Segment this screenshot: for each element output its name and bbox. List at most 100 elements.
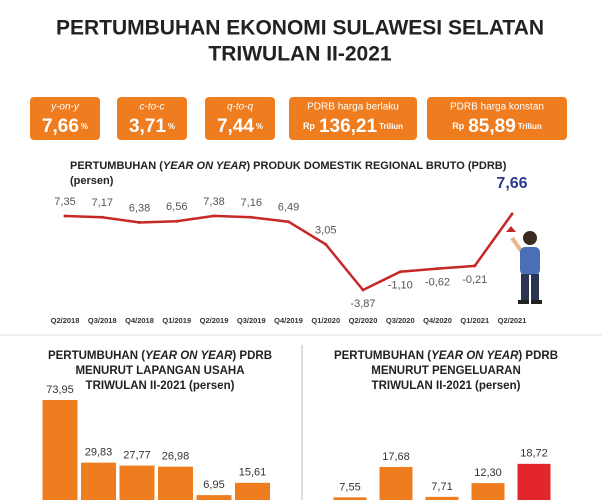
bar bbox=[235, 482, 270, 500]
x-tick-label: Q3/2020 bbox=[386, 316, 415, 325]
point bbox=[398, 270, 402, 274]
point bbox=[212, 214, 216, 218]
bar bbox=[425, 496, 459, 500]
stat-box bbox=[427, 97, 567, 140]
stat-number: 7,44 bbox=[217, 116, 254, 137]
data-label: 73,95 bbox=[46, 384, 74, 396]
data-label: -3,87 bbox=[350, 298, 375, 310]
chart-title: PERTUMBUHAN (YEAR ON YEAR) PRODUK DOMEST… bbox=[70, 160, 507, 172]
point bbox=[175, 219, 179, 223]
point bbox=[138, 220, 141, 224]
title-part: ) PRODUK DOMESTIK REGIONAL BRUTO (PDRB) bbox=[246, 160, 506, 172]
stat-unit: Triliun bbox=[379, 122, 403, 131]
data-label: -1,10 bbox=[388, 280, 413, 292]
data-label: 26,98 bbox=[162, 451, 190, 463]
point bbox=[436, 267, 439, 271]
stat-value: Rp 85,89 Triliun bbox=[452, 116, 542, 137]
data-label: 6,49 bbox=[278, 202, 299, 214]
point bbox=[324, 242, 328, 246]
x-tick-label: Q1/2019 bbox=[162, 316, 191, 325]
data-label: 7,17 bbox=[92, 197, 113, 209]
stat-number: 3,71 bbox=[129, 116, 166, 137]
data-label: -0,62 bbox=[425, 276, 450, 288]
data-label: 3,05 bbox=[315, 224, 336, 236]
stat-number: 85,89 bbox=[468, 116, 516, 137]
chart-title: TRIWULAN II-2021 (persen) bbox=[372, 380, 521, 392]
main-title: PERTUMBUHAN EKONOMI SULAWESI SELATAN bbox=[56, 17, 544, 40]
stat-label: PDRB harga berlaku bbox=[307, 102, 399, 113]
stat-prefix: Rp bbox=[303, 121, 315, 131]
title-part: ) PDRB bbox=[232, 350, 272, 362]
bar bbox=[379, 466, 413, 500]
bar bbox=[158, 466, 193, 500]
data-label: 27,77 bbox=[123, 449, 151, 461]
data-label: 7,71 bbox=[431, 481, 452, 493]
stat-box bbox=[30, 97, 100, 140]
x-tick-label: Q2/2021 bbox=[498, 316, 527, 325]
x-tick-label: Q1/2021 bbox=[460, 316, 489, 325]
stat-number: 136,21 bbox=[319, 116, 378, 137]
stat-label: PDRB harga konstan bbox=[450, 102, 544, 113]
data-label: 7,35 bbox=[54, 196, 75, 208]
point bbox=[473, 264, 477, 268]
data-label: 6,56 bbox=[166, 201, 187, 213]
x-tick-label: Q4/2018 bbox=[125, 316, 154, 325]
point bbox=[510, 212, 514, 216]
stat-number: 7,66 bbox=[42, 116, 79, 137]
x-tick-label: Q1/2020 bbox=[311, 316, 340, 325]
x-tick-label: Q2/2018 bbox=[51, 316, 80, 325]
bar bbox=[517, 463, 551, 500]
stat-label: q-to-q bbox=[227, 102, 254, 113]
point bbox=[100, 215, 104, 219]
stat-label: y-on-y bbox=[50, 102, 80, 113]
data-label: 7,38 bbox=[203, 196, 224, 208]
stat-box bbox=[117, 97, 187, 140]
stat-prefix: Rp bbox=[452, 121, 464, 131]
title-part: YEAR ON YEAR bbox=[163, 160, 247, 172]
chart-title: MENURUT PENGELUARAN bbox=[371, 365, 521, 377]
data-label: 7,66 bbox=[496, 175, 527, 192]
title-part: PERTUMBUHAN ( bbox=[70, 160, 163, 172]
point bbox=[63, 214, 67, 218]
x-tick-label: Q3/2019 bbox=[237, 316, 266, 325]
data-label: 6,95 bbox=[203, 479, 224, 491]
point bbox=[249, 215, 253, 219]
data-label: 7,16 bbox=[241, 197, 262, 209]
x-tick-label: Q2/2020 bbox=[349, 316, 378, 325]
data-label: 6,38 bbox=[129, 202, 150, 214]
chart-title: PERTUMBUHAN (YEAR ON YEAR) PDRB bbox=[334, 350, 558, 362]
data-label: 18,72 bbox=[520, 448, 548, 460]
bar bbox=[119, 465, 155, 500]
x-tick-label: Q2/2019 bbox=[200, 316, 229, 325]
data-label: 29,83 bbox=[85, 447, 113, 459]
x-tick-label: Q3/2018 bbox=[88, 316, 117, 325]
stat-value: 7,66% bbox=[42, 116, 88, 137]
stat-unit: % bbox=[81, 122, 88, 131]
title-part: YEAR ON YEAR bbox=[431, 350, 519, 362]
stat-unit: % bbox=[256, 122, 263, 131]
data-label: -0,21 bbox=[462, 274, 487, 286]
data-label: 15,61 bbox=[239, 467, 267, 479]
chart-title: MENURUT LAPANGAN USAHA bbox=[75, 365, 244, 377]
chart-title: TRIWULAN II-2021 (persen) bbox=[86, 380, 235, 392]
person-illustration bbox=[506, 226, 542, 304]
stat-unit: Triliun bbox=[518, 122, 542, 131]
data-label: 17,68 bbox=[382, 451, 410, 463]
title-part: YEAR ON YEAR bbox=[145, 350, 233, 362]
stat-value: 3,71% bbox=[129, 116, 175, 137]
stat-value: Rp 136,21 Triliun bbox=[303, 116, 403, 137]
chart-title: PERTUMBUHAN (YEAR ON YEAR) PDRB bbox=[48, 350, 272, 362]
data-label: 12,30 bbox=[474, 467, 502, 479]
point bbox=[287, 220, 290, 224]
stat-box bbox=[205, 97, 275, 140]
title-part: PERTUMBUHAN ( bbox=[334, 350, 431, 362]
point bbox=[361, 288, 365, 292]
stat-box bbox=[289, 97, 417, 140]
x-tick-label: Q4/2019 bbox=[274, 316, 303, 325]
bar bbox=[471, 483, 505, 500]
title-part: ) PDRB bbox=[518, 350, 558, 362]
stat-value: 7,44% bbox=[217, 116, 263, 137]
data-label: 7,55 bbox=[339, 481, 360, 493]
